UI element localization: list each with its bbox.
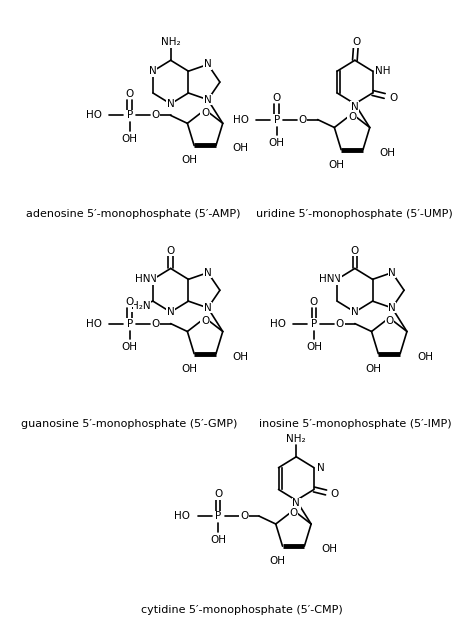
Text: HO: HO bbox=[270, 319, 286, 329]
Text: uridine 5′-monophosphate (5′-UMP): uridine 5′-monophosphate (5′-UMP) bbox=[256, 209, 453, 219]
Text: O: O bbox=[214, 489, 222, 499]
Text: N: N bbox=[149, 274, 157, 284]
Text: O: O bbox=[389, 93, 398, 103]
Text: N: N bbox=[204, 268, 212, 277]
Text: P: P bbox=[311, 319, 317, 329]
Text: OH: OH bbox=[380, 148, 396, 158]
Text: O: O bbox=[152, 319, 160, 329]
Text: HO: HO bbox=[233, 114, 249, 125]
Text: adenosine 5′-monophosphate (5′-AMP): adenosine 5′-monophosphate (5′-AMP) bbox=[26, 209, 241, 219]
Text: N: N bbox=[351, 102, 359, 112]
Text: N: N bbox=[317, 462, 325, 473]
Text: OH: OH bbox=[182, 155, 198, 165]
Text: O: O bbox=[385, 315, 393, 326]
Text: N: N bbox=[167, 307, 174, 317]
Text: HN: HN bbox=[135, 274, 150, 284]
Text: inosine 5′-monophosphate (5′-IMP): inosine 5′-monophosphate (5′-IMP) bbox=[258, 419, 451, 429]
Text: P: P bbox=[215, 511, 221, 521]
Text: N: N bbox=[292, 499, 300, 508]
Text: N: N bbox=[388, 303, 396, 313]
Text: N: N bbox=[388, 268, 396, 277]
Text: NH₂: NH₂ bbox=[161, 38, 181, 48]
Text: N: N bbox=[333, 274, 341, 284]
Text: HO: HO bbox=[86, 319, 102, 329]
Text: O: O bbox=[353, 38, 361, 48]
Text: O: O bbox=[310, 297, 318, 307]
Text: O: O bbox=[273, 93, 281, 103]
Text: N: N bbox=[167, 99, 174, 109]
Text: OH: OH bbox=[233, 352, 249, 362]
Text: OH: OH bbox=[270, 556, 286, 566]
Text: N: N bbox=[204, 95, 212, 105]
Text: HO: HO bbox=[86, 111, 102, 120]
Text: OH: OH bbox=[417, 352, 433, 362]
Text: P: P bbox=[127, 111, 133, 120]
Text: O: O bbox=[126, 297, 134, 307]
Text: cytidine 5′-monophosphate (5′-CMP): cytidine 5′-monophosphate (5′-CMP) bbox=[141, 605, 343, 616]
Text: O: O bbox=[201, 315, 209, 326]
Text: OH: OH bbox=[306, 342, 322, 352]
Text: guanosine 5′-monophosphate (5′-GMP): guanosine 5′-monophosphate (5′-GMP) bbox=[21, 419, 237, 429]
Text: OH: OH bbox=[233, 144, 249, 153]
Text: OH: OH bbox=[210, 535, 226, 545]
Text: OH: OH bbox=[321, 544, 337, 554]
Text: N: N bbox=[204, 303, 212, 313]
Text: O: O bbox=[201, 107, 209, 118]
Text: NH₂: NH₂ bbox=[286, 434, 306, 444]
Text: OH: OH bbox=[122, 342, 138, 352]
Text: O: O bbox=[240, 511, 248, 521]
Text: N: N bbox=[149, 66, 157, 76]
Text: OH: OH bbox=[269, 139, 285, 148]
Text: OH: OH bbox=[182, 364, 198, 373]
Text: O: O bbox=[166, 245, 175, 256]
Text: O: O bbox=[289, 508, 298, 518]
Text: N: N bbox=[204, 59, 212, 69]
Text: O: O bbox=[331, 490, 339, 499]
Text: HN: HN bbox=[319, 274, 334, 284]
Text: O: O bbox=[351, 245, 359, 256]
Text: OH: OH bbox=[328, 160, 345, 170]
Text: O: O bbox=[348, 112, 356, 121]
Text: O: O bbox=[126, 88, 134, 99]
Text: H₂N: H₂N bbox=[130, 301, 150, 311]
Text: P: P bbox=[273, 114, 280, 125]
Text: O: O bbox=[336, 319, 344, 329]
Text: OH: OH bbox=[122, 134, 138, 144]
Text: OH: OH bbox=[365, 364, 382, 373]
Text: O: O bbox=[299, 114, 307, 125]
Text: NH: NH bbox=[375, 66, 391, 76]
Text: HO: HO bbox=[174, 511, 190, 521]
Text: O: O bbox=[152, 111, 160, 120]
Text: N: N bbox=[351, 307, 359, 317]
Text: P: P bbox=[127, 319, 133, 329]
